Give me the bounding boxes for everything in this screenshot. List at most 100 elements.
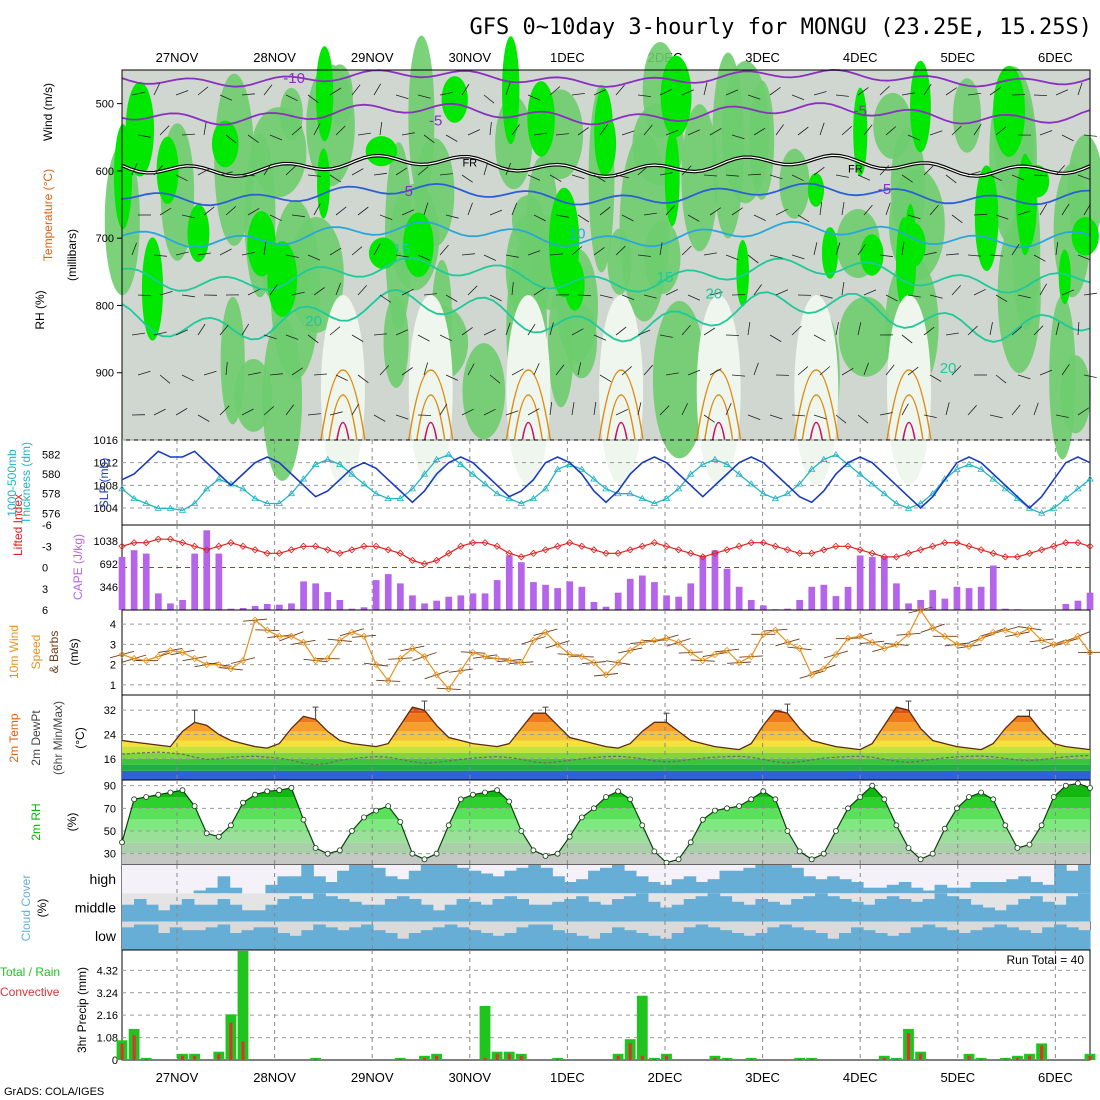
upper-wind-barb: [461, 83, 470, 96]
precip-convective-bar: [519, 1055, 523, 1060]
upper-wind-barb: [307, 174, 321, 177]
lifted-index-point: [614, 549, 622, 557]
cloud-cover-cell: [982, 907, 995, 922]
cloud-cover-cell: [516, 927, 529, 950]
slp-tick-label: 1012: [94, 458, 118, 470]
thickness-point: [953, 465, 961, 472]
upper-wind-barb: [291, 126, 303, 136]
thickness-point: [880, 489, 889, 497]
wind-speed-point: [820, 665, 828, 673]
temp-band: [122, 758, 1090, 765]
upper-wind-barb: [379, 294, 392, 303]
rh2m-point: [469, 791, 476, 798]
cloud-cover-cell: [229, 933, 243, 950]
upper-wind-barb: [621, 294, 635, 301]
upper-wind-barb: [467, 202, 473, 216]
upper-wind-barb: [901, 334, 913, 344]
upper-wind-barb: [263, 242, 267, 256]
rh2m-point: [1075, 780, 1081, 787]
cloud-cover-cell: [349, 927, 362, 950]
precip-total-bar: [649, 1057, 660, 1060]
cloud-cover-cell: [934, 927, 948, 950]
upper-wind-barb: [989, 254, 1004, 257]
cloud-cover-cell: [552, 876, 565, 894]
cloud-cover-cell: [528, 924, 541, 950]
upper-wind-barb: [269, 214, 282, 222]
cloud-cover-cell: [910, 901, 924, 922]
cloud-cover-cell: [552, 930, 565, 950]
cloud-cover-cell: [671, 933, 685, 950]
rh2m-point: [1062, 782, 1069, 789]
rh-saturated-region: [660, 55, 692, 137]
bottom-date-label: 27NOV: [156, 1070, 199, 1085]
precip-tick-label: 0: [112, 1055, 118, 1067]
upper-wind-barb: [901, 403, 909, 416]
wind-speed-point: [396, 655, 404, 663]
upper-wind-barb: [835, 94, 849, 97]
thickness-point: [723, 460, 731, 467]
cloud-cover-cell: [504, 896, 517, 922]
upper-wind-barb: [665, 205, 675, 216]
upper-wind-barb: [1011, 326, 1023, 336]
cloud-cover-cell: [408, 899, 422, 922]
rh-label: RH (%): [33, 290, 47, 329]
temp2m-line: [121, 706, 1091, 751]
cloud-cover-cell: [253, 910, 267, 922]
rh-moist-region: [383, 295, 409, 388]
upper-wind-barb: [307, 413, 321, 416]
upper-wind-barb: [643, 294, 657, 299]
upper-wind-barb: [505, 82, 511, 96]
rh2m-point: [990, 796, 997, 803]
rh2m-point: [336, 847, 343, 854]
cloud-cover-cell: [134, 924, 147, 950]
wind-speed-point: [360, 632, 368, 640]
upper-wind-barb: [511, 368, 524, 376]
upper-wind-barb: [923, 326, 935, 336]
cloud-cover-cell: [946, 930, 960, 950]
wind-speed-point: [251, 616, 259, 624]
rh-saturated-region: [974, 165, 999, 272]
wind-label: Wind (m/s): [41, 83, 55, 141]
upper-wind-barb: [505, 410, 519, 416]
thickness-point: [965, 460, 973, 467]
chart-title: GFS 0~10day 3-hourly for MONGU (23.25E, …: [469, 15, 1092, 40]
thickness-point: [590, 475, 598, 482]
warm-isotherm: [703, 394, 734, 441]
rh-band: [122, 831, 1090, 843]
thickness-point: [783, 489, 792, 497]
lifted-index-point: [662, 542, 671, 550]
cloud-cover-cell: [313, 876, 326, 894]
wind-speed-point: [420, 652, 429, 661]
warm-isotherm: [606, 394, 636, 441]
rh-moist-region: [279, 87, 303, 141]
cape-bar: [953, 586, 961, 610]
upper-wind-barb: [967, 254, 982, 257]
upper-wind-barb: [489, 374, 501, 384]
cape-bar: [554, 588, 561, 610]
lifted-index-point: [1001, 553, 1009, 561]
wind-speed-point: [166, 646, 174, 655]
lifted-index-tick-label: -6: [42, 520, 52, 532]
isotherm-minus5: [121, 102, 1091, 126]
cloud-cover-cell: [1054, 865, 1067, 894]
hot-isotherm: [423, 421, 438, 441]
upper-wind-barb: [665, 372, 679, 376]
rh2m-point: [119, 839, 125, 846]
cape-bar: [566, 581, 574, 610]
thickness-point: [747, 480, 755, 487]
cloud-cover-cell: [205, 887, 219, 894]
cloud-cover-cell: [862, 930, 876, 950]
cloud-cover-cell: [337, 899, 350, 922]
cloud-cover-cell: [874, 899, 888, 922]
cloud-cover-cell: [839, 879, 852, 894]
lifted-index-point: [904, 549, 913, 557]
upper-wind-barb: [753, 127, 766, 136]
cape-bar: [203, 530, 211, 610]
thickness-point: [360, 480, 368, 487]
wind-tick-label: 1: [110, 680, 116, 692]
upper-wind-barb: [879, 412, 893, 416]
precip-total-bar: [891, 1057, 902, 1060]
rh-band: [122, 797, 1090, 809]
upper-wind-barb: [599, 206, 611, 216]
cloud-cover-cell: [1042, 884, 1055, 894]
